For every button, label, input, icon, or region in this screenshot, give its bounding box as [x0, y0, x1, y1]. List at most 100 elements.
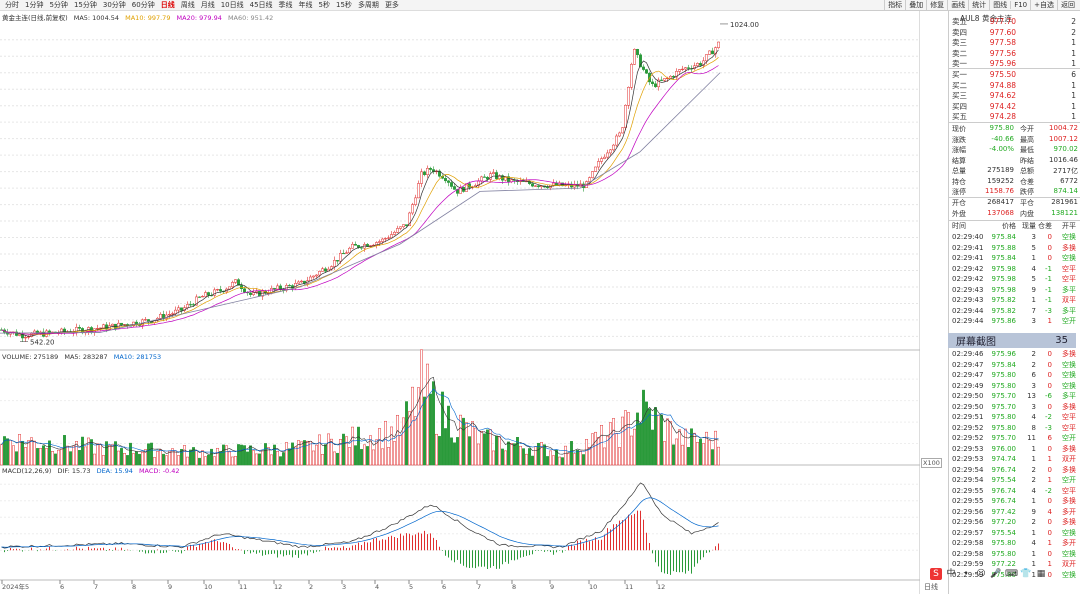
volume-bar	[297, 440, 300, 466]
volume-bar	[393, 441, 396, 466]
quote-value: 970.02	[1053, 145, 1079, 153]
tool-button[interactable]: +自选	[1030, 0, 1057, 10]
tool-button[interactable]: 叠加	[905, 0, 926, 10]
trade-type: 空换	[1062, 570, 1076, 579]
period-tab[interactable]: 15秒	[336, 1, 352, 9]
trade-price: 975.98	[991, 275, 1017, 284]
tool-button[interactable]: 指标	[884, 0, 905, 10]
tool-button[interactable]: 统计	[968, 0, 989, 10]
period-tab[interactable]: 季线	[278, 1, 293, 9]
tool-button[interactable]: 返回	[1057, 0, 1078, 10]
volume-bar	[444, 428, 447, 466]
candle-body	[417, 183, 420, 199]
ask-price: 977.70	[989, 17, 1016, 26]
candle-body	[213, 289, 216, 296]
shirt-icon[interactable]: 👕	[1020, 569, 1032, 579]
volume-bar	[321, 454, 324, 466]
period-tab[interactable]: 更多	[384, 1, 399, 9]
volume-bar	[339, 439, 342, 466]
high-annotation: 1024.00	[730, 21, 759, 29]
volume-bar	[495, 435, 498, 466]
trade-volume: 1	[1031, 254, 1036, 263]
tool-button[interactable]: F10	[1010, 1, 1030, 9]
period-tab[interactable]: 45日线	[249, 1, 273, 9]
punct-icon[interactable]: •	[963, 569, 969, 579]
period-tab[interactable]: 1分钟	[25, 1, 44, 9]
quote-row: 总量 275189 总额 2717亿	[952, 166, 1078, 177]
mic-icon[interactable]: 🎤	[990, 569, 1002, 579]
trade-time: 02:29:52	[952, 434, 984, 443]
volume-bar	[306, 440, 309, 466]
candle-body	[237, 279, 240, 286]
keyboard-icon[interactable]: ⌨	[1005, 569, 1018, 579]
candle-body	[486, 177, 489, 180]
period-tab[interactable]: 5分钟	[49, 1, 68, 9]
trade-price: 975.80	[991, 381, 1017, 390]
candle-body	[240, 285, 243, 290]
trade-oi: 4	[1047, 507, 1052, 516]
volume-bar	[102, 455, 105, 466]
x-tick-label: 11	[625, 583, 633, 591]
candle-body	[249, 292, 252, 295]
trade-time: 02:29:57	[952, 528, 984, 537]
trade-header: 时间 价格 现量 仓差 开平	[952, 221, 1080, 232]
volume-bar	[510, 443, 513, 466]
volume-bar	[345, 436, 348, 466]
volume-bar	[540, 442, 543, 466]
trade-oi: 1	[1047, 455, 1052, 464]
period-tab[interactable]: 10日线	[220, 1, 244, 9]
volume-bar	[108, 444, 111, 466]
volume-bar	[480, 431, 483, 466]
candle-body	[402, 224, 405, 228]
tool-button[interactable]: 画线	[947, 0, 968, 10]
quote-value: 1016.46	[1049, 155, 1078, 164]
volume-bar	[381, 448, 384, 466]
trade-type: 多平	[1062, 306, 1076, 315]
trade-time: 02:29:42	[952, 264, 984, 273]
apps-icon[interactable]: ▦	[1036, 569, 1046, 579]
tool-button[interactable]: 修复	[926, 0, 947, 10]
volume-bar	[672, 444, 675, 466]
quote-label: 现价	[952, 125, 966, 133]
trade-type: 多平	[1062, 285, 1076, 294]
volume-bar	[435, 433, 438, 466]
trade-time: 02:29:50	[952, 402, 984, 411]
volume-bar	[687, 447, 690, 466]
candle-body	[192, 304, 195, 306]
period-tab[interactable]: 日线	[160, 1, 175, 9]
candle-body	[660, 79, 663, 81]
sogou-icon[interactable]: S	[930, 568, 942, 580]
kline-chart[interactable]: 1024.00542.201000.975.00950.00925.00900.…	[0, 0, 920, 594]
bid-volume: 6	[1071, 70, 1076, 79]
trade-row: 02:29:56 977.42 9 4 多开	[952, 507, 1080, 518]
chinese-mode-icon[interactable]: 中	[946, 569, 956, 579]
period-tab[interactable]: 30分钟	[102, 1, 126, 9]
period-tab[interactable]: 5秒	[318, 1, 331, 9]
volume-bar	[447, 405, 450, 466]
period-tab[interactable]: 年线	[298, 1, 313, 9]
tool-button[interactable]: 图线	[989, 0, 1010, 10]
trade-row: 02:29:59 975.80 1 0 空换	[952, 570, 1080, 581]
period-tab[interactable]: 月线	[200, 1, 215, 9]
quote-value: 138121	[1051, 208, 1078, 217]
quote-panel	[948, 10, 1080, 594]
divider	[948, 68, 1080, 69]
candle-body	[615, 135, 618, 146]
period-tab[interactable]: 周线	[180, 1, 195, 9]
period-tab[interactable]: 15分钟	[73, 1, 97, 9]
trade-price: 977.22	[991, 560, 1017, 569]
period-tab[interactable]: 多周期	[357, 1, 379, 9]
candle-body	[36, 330, 39, 334]
trade-type: 空换	[1062, 360, 1076, 369]
volume-bar	[630, 435, 633, 466]
volume-bar	[696, 442, 699, 466]
trade-time: 02:29:55	[952, 497, 984, 506]
volume-bar	[594, 431, 597, 466]
volume-bar	[591, 433, 594, 466]
emoji-icon[interactable]: ☺	[976, 569, 986, 579]
screenshot-overlay[interactable]: 屏幕截图 35	[948, 333, 1076, 348]
period-tab[interactable]: 60分钟	[131, 1, 155, 9]
period-tab[interactable]: 分时	[5, 1, 19, 9]
volume-bar	[228, 451, 231, 466]
candle-body	[531, 183, 534, 187]
